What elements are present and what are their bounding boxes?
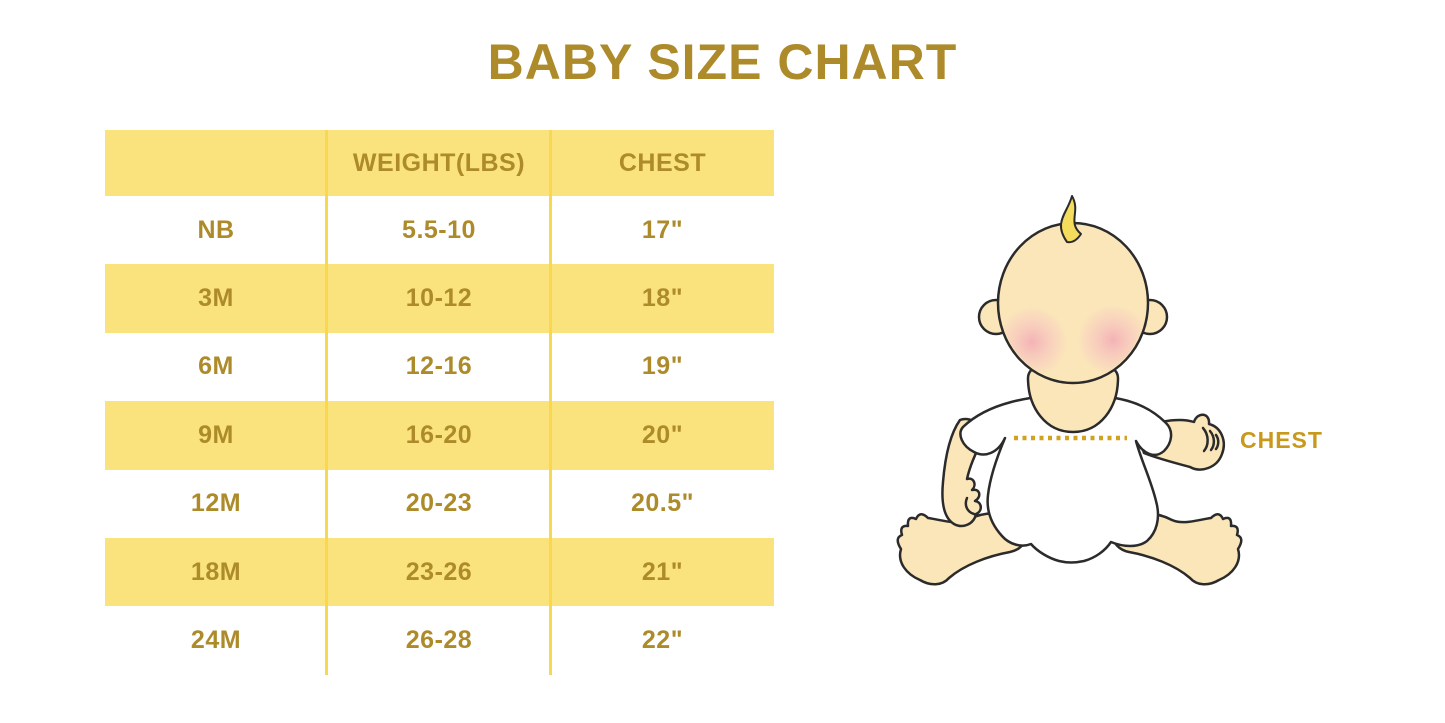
table-row-9m: 9M 16-20 20" (105, 401, 774, 470)
table-row-18m: 18M 23-26 21" (105, 537, 774, 607)
chest-cell: 21" (641, 557, 684, 586)
chest-cell: 17" (641, 215, 684, 244)
table-row-12m: 12M 20-23 20.5" (105, 469, 774, 538)
baby-illustration (896, 195, 1243, 586)
column-divider-1 (325, 130, 328, 675)
size-cell: 3M (198, 284, 234, 313)
size-cell: 6M (198, 352, 234, 381)
chest-cell: 22" (641, 626, 684, 655)
table-header-row: WEIGHT(LBS) CHEST (105, 130, 774, 196)
page-title: BABY SIZE CHART (487, 34, 958, 90)
baby-leg-left (896, 512, 1030, 586)
weight-cell: 23-26 (405, 557, 473, 586)
header-size-cell (105, 130, 327, 196)
size-cell: 12M (190, 489, 242, 518)
chest-cell: 19" (641, 352, 684, 381)
size-chart-table: WEIGHT(LBS) CHEST NB 5.5-10 17" 3M 10-12… (105, 130, 774, 675)
baby-fist-finger-lines (1201, 426, 1220, 453)
size-cell: 24M (190, 626, 242, 655)
weight-cell: 10-12 (405, 284, 473, 313)
table-row-3m: 3M 10-12 18" (105, 264, 774, 333)
column-divider-2 (549, 130, 552, 675)
weight-cell: 16-20 (405, 420, 473, 449)
weight-cell: 5.5-10 (402, 215, 476, 244)
header-weight-cell: WEIGHT(LBS) (352, 148, 526, 177)
baby-head (996, 221, 1150, 385)
chest-cell: 20.5" (630, 489, 694, 518)
chest-cell: 20" (641, 420, 684, 449)
size-cell: NB (197, 215, 235, 244)
weight-cell: 12-16 (405, 352, 473, 381)
baby-hand-left-finger-line (964, 496, 976, 516)
weight-cell: 26-28 (405, 626, 473, 655)
size-cell: 9M (198, 420, 234, 449)
header-chest-cell: CHEST (618, 148, 707, 177)
baby-hair-curl (1060, 195, 1082, 244)
chest-cell: 18" (641, 284, 684, 313)
table-row-6m: 6M 12-16 19" (105, 332, 774, 402)
weight-cell: 20-23 (405, 489, 473, 518)
chest-measurement-label: CHEST (1240, 427, 1323, 453)
table-row-24m: 24M 26-28 22" (105, 606, 774, 675)
table-row-nb: NB 5.5-10 17" (105, 196, 774, 265)
size-cell: 18M (190, 557, 242, 586)
